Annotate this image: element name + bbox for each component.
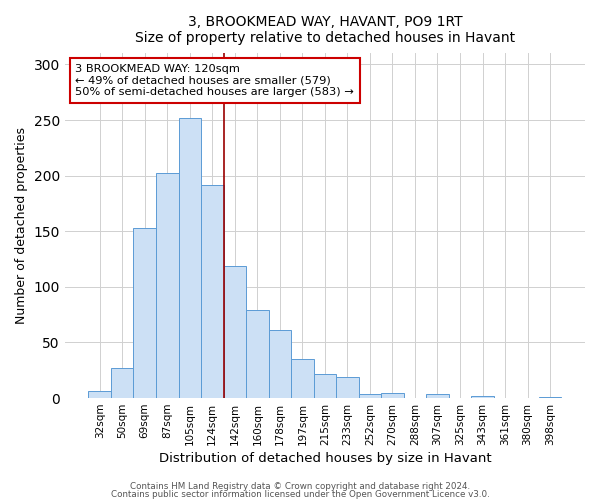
Bar xyxy=(314,374,336,398)
Bar xyxy=(156,174,179,398)
Text: Contains public sector information licensed under the Open Government Licence v3: Contains public sector information licen… xyxy=(110,490,490,499)
Y-axis label: Number of detached properties: Number of detached properties xyxy=(15,127,28,324)
Bar xyxy=(201,184,224,398)
Bar xyxy=(88,392,111,398)
Bar xyxy=(224,266,246,398)
Bar xyxy=(359,394,381,398)
Bar xyxy=(246,310,269,398)
X-axis label: Distribution of detached houses by size in Havant: Distribution of detached houses by size … xyxy=(158,452,491,465)
Bar xyxy=(381,392,404,398)
Text: Contains HM Land Registry data © Crown copyright and database right 2024.: Contains HM Land Registry data © Crown c… xyxy=(130,482,470,491)
Bar xyxy=(133,228,156,398)
Bar xyxy=(291,359,314,398)
Bar xyxy=(539,397,562,398)
Title: 3, BROOKMEAD WAY, HAVANT, PO9 1RT
Size of property relative to detached houses i: 3, BROOKMEAD WAY, HAVANT, PO9 1RT Size o… xyxy=(135,15,515,45)
Bar xyxy=(179,118,201,398)
Bar xyxy=(426,394,449,398)
Bar xyxy=(471,396,494,398)
Bar xyxy=(336,377,359,398)
Bar xyxy=(269,330,291,398)
Bar xyxy=(111,368,133,398)
Text: 3 BROOKMEAD WAY: 120sqm
← 49% of detached houses are smaller (579)
50% of semi-d: 3 BROOKMEAD WAY: 120sqm ← 49% of detache… xyxy=(75,64,354,97)
